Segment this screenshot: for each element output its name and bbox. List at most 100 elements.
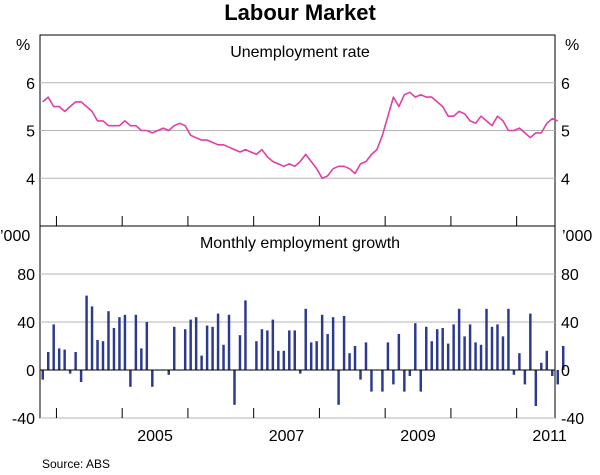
employment-growth-bar: [331, 317, 335, 370]
y-tick-label-right: 40: [561, 315, 579, 332]
employment-growth-bar: [452, 324, 455, 370]
y-tick-label-left: 80: [17, 267, 35, 284]
employment-growth-bar: [282, 350, 286, 370]
employment-growth-bar: [556, 370, 559, 385]
y-tick-labels: 4 4 5 5 6 6 -40 -40 0 0 40 40 80 80: [12, 76, 584, 428]
employment-growth-bar: [112, 328, 116, 370]
employment-growth-bar: [233, 370, 236, 405]
employment-growth-bar: [468, 324, 472, 370]
employment-growth-bar: [359, 370, 362, 380]
employment-growth-bar: [534, 370, 538, 406]
x-axis-ticks: 2005 2007 2009 2011: [55, 216, 567, 445]
employment-growth-bar: [293, 330, 296, 370]
employment-growth-bar: [74, 352, 77, 370]
employment-growth-bar: [485, 308, 488, 370]
unemployment-line-layer: [42, 91, 559, 180]
employment-growth-bar: [79, 370, 83, 382]
employment-growth-bar: [304, 308, 307, 370]
employment-growth-bar: [46, 352, 50, 370]
employment-growth-bar: [397, 334, 401, 370]
employment-growth-bar: [408, 370, 412, 376]
employment-growth-bar: [189, 319, 192, 370]
employment-growth-bar: [529, 313, 532, 370]
employment-growth-bar: [222, 344, 225, 370]
x-tick-label: 2007: [269, 428, 305, 445]
employment-growth-bar: [386, 342, 390, 370]
employment-growth-bar: [145, 322, 149, 370]
employment-growth-bar: [479, 344, 483, 370]
employment-unit-right: ’000: [562, 228, 592, 245]
employment-growth-bar: [370, 370, 373, 392]
unemployment-unit-right: %: [565, 37, 579, 54]
x-tick-label: 2005: [137, 428, 173, 445]
employment-growth-bar: [277, 350, 280, 370]
employment-growth-bar: [266, 330, 269, 370]
employment-growth-bar: [173, 326, 176, 370]
employment-growth-bar: [271, 319, 275, 370]
employment-growth-bar: [255, 341, 258, 370]
employment-growth-bar: [151, 370, 154, 387]
employment-growth-bar: [518, 353, 521, 370]
employment-growth-bar: [403, 370, 406, 392]
employment-growth-bar: [381, 370, 384, 392]
employment-growth-bar: [320, 314, 324, 370]
employment-growth-bar: [260, 329, 264, 370]
employment-growth-bar: [299, 370, 302, 374]
y-tick-label-left: 5: [26, 124, 35, 141]
employment-growth-bar: [501, 336, 505, 370]
y-tick-label-right: 4: [561, 171, 570, 188]
y-tick-label-left: 40: [17, 315, 35, 332]
employment-panel-title: Monthly employment growth: [200, 235, 400, 252]
employment-growth-bar: [353, 346, 357, 370]
employment-growth-bar: [216, 313, 220, 370]
x-tick-label: 2009: [400, 428, 436, 445]
employment-growth-bar: [474, 342, 477, 370]
employment-growth-bar: [446, 343, 450, 370]
employment-growth-bar: [463, 336, 466, 370]
y-tick-label-left: 6: [26, 76, 35, 93]
employment-growth-bar: [435, 329, 439, 370]
employment-growth-bar: [364, 342, 368, 370]
employment-growth-bar: [52, 324, 55, 370]
employment-growth-bar: [194, 317, 198, 370]
employment-growth-bar: [238, 335, 242, 370]
employment-growth-bar: [523, 370, 527, 385]
employment-growth-bar: [57, 348, 61, 370]
employment-unit-left: ’000: [0, 228, 30, 245]
employment-growth-bar: [490, 326, 494, 370]
y-tick-label-right: -40: [561, 411, 584, 428]
employment-growth-bar: [441, 328, 444, 370]
employment-growth-bar: [205, 325, 209, 370]
source-note: Source: ABS: [42, 457, 110, 471]
y-tick-label-left: 0: [26, 363, 35, 380]
y-tick-label-left: -40: [12, 411, 35, 428]
employment-growth-bar: [315, 341, 318, 370]
y-tick-label-right: 5: [561, 124, 570, 141]
employment-growth-bar: [457, 308, 461, 370]
employment-growth-bar: [41, 370, 44, 380]
employment-growth-bar: [96, 340, 99, 370]
employment-growth-bar: [118, 317, 121, 370]
employment-growth-bar: [561, 346, 565, 370]
employment-growth-bar: [326, 334, 329, 370]
y-tick-label-right: 80: [561, 267, 579, 284]
x-tick-label: 2011: [532, 428, 567, 445]
employment-growth-bar: [430, 341, 433, 370]
y-tick-label-right: 0: [561, 363, 570, 380]
employment-growth-bar: [167, 370, 170, 375]
employment-growth-bar: [211, 326, 214, 370]
employment-growth-bar: [419, 370, 423, 392]
employment-growth-bar: [244, 300, 247, 370]
employment-growth-bar: [540, 362, 543, 370]
employment-growth-bar: [545, 350, 549, 370]
employment-growth-bar: [227, 314, 231, 370]
employment-bars: [41, 295, 565, 406]
y-tick-label-left: 4: [26, 171, 35, 188]
employment-growth-bar: [101, 341, 105, 370]
employment-growth-bar: [134, 314, 138, 370]
unemployment-rate-line: [42, 91, 559, 180]
employment-growth-bar: [183, 329, 187, 370]
employment-growth-bar: [551, 370, 554, 376]
employment-growth-bar: [425, 326, 428, 370]
